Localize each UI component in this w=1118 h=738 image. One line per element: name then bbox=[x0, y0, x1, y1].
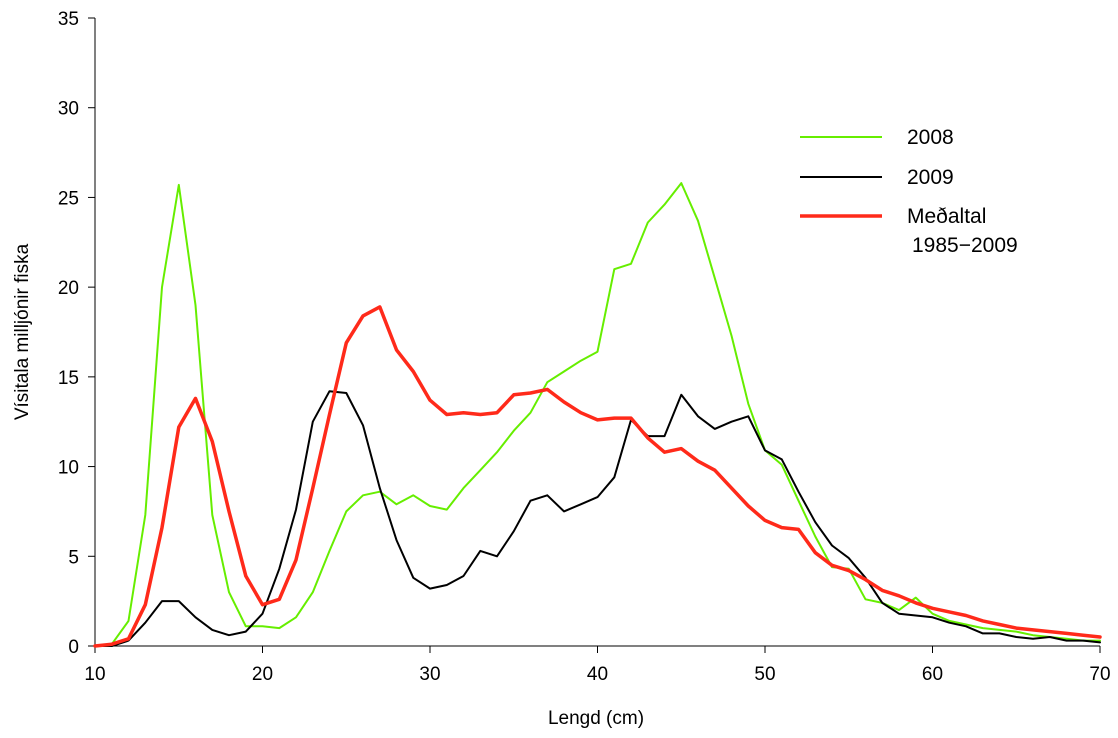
y-tick-label: 25 bbox=[58, 188, 79, 209]
legend-label-line: 2009 bbox=[907, 166, 954, 189]
x-tick-label: 10 bbox=[84, 664, 105, 685]
y-tick-label: 0 bbox=[68, 637, 79, 658]
y-axis-label: Vísitala milljónir fiska bbox=[12, 243, 33, 420]
y-tick-label: 30 bbox=[58, 99, 79, 120]
y-tick-label: 20 bbox=[58, 278, 79, 299]
y-tick-label: 10 bbox=[58, 458, 79, 479]
legend: 2008 2009 Meðaltal 1985−2009 bbox=[800, 126, 1018, 257]
x-axis-label: Lengd (cm) bbox=[548, 708, 644, 729]
legend-label-line: 2008 bbox=[907, 126, 954, 149]
legend-label: Meðaltal 1985−2009 bbox=[907, 205, 1018, 257]
series-lines bbox=[93, 182, 1102, 648]
x-tick-label: 50 bbox=[754, 664, 775, 685]
y-tick-label: 35 bbox=[58, 9, 79, 30]
x-tick-label: 20 bbox=[252, 664, 273, 685]
legend-label-line: Meðaltal bbox=[907, 205, 986, 228]
x-tick-label: 70 bbox=[1089, 664, 1110, 685]
y-tick-label: 5 bbox=[68, 547, 79, 568]
x-tick-label: 40 bbox=[587, 664, 608, 685]
legend-label: 2008 bbox=[907, 126, 954, 149]
series-line-average bbox=[93, 305, 1102, 648]
axes: 10 20 30 40 50 60 70 0 5 10 15 20 25 30 35 bbox=[58, 9, 1111, 685]
legend-label-line: 1985−2009 bbox=[912, 234, 1018, 257]
y-tick-label: 15 bbox=[58, 368, 79, 389]
legend-label: 2009 bbox=[907, 166, 954, 189]
x-tick-label: 60 bbox=[922, 664, 943, 685]
series-line-2008 bbox=[94, 182, 1101, 647]
x-tick-label: 30 bbox=[419, 664, 440, 685]
series-line-2009 bbox=[94, 390, 1101, 647]
